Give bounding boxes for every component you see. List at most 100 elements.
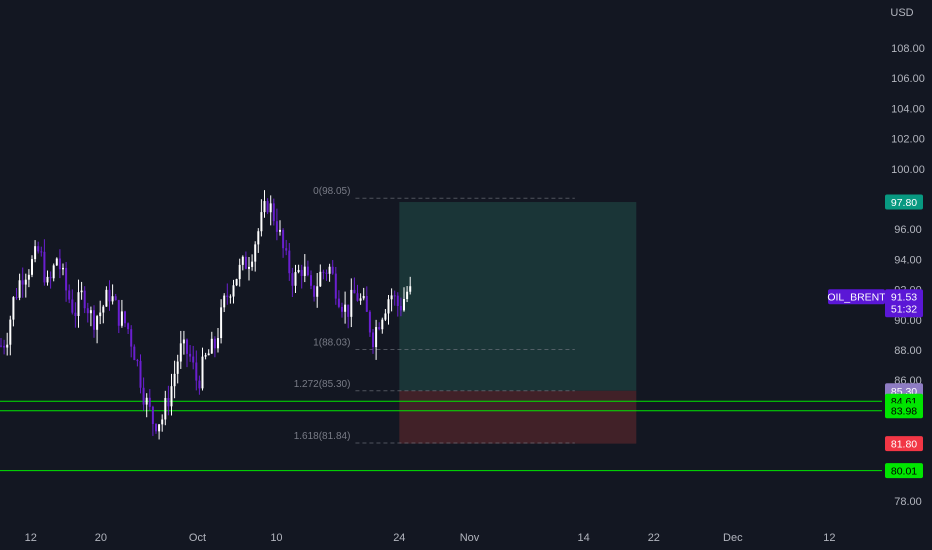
candle [406,286,409,303]
candle-body [260,212,263,232]
candle-body [368,311,371,333]
x-tick-label: 14 [577,532,589,544]
candle-body [68,290,71,300]
candle-body [409,286,412,292]
candle-body [89,310,92,314]
price-tag-bg [885,194,923,210]
x-tick-label: 12 [25,532,37,544]
fib-level-label: 1.618(81.84) [294,431,351,442]
candle-body [130,329,133,347]
candle [9,315,12,356]
candle-body [167,398,170,407]
candle [291,267,294,297]
candle-body [12,297,15,320]
x-tick-label: 12 [823,532,835,544]
candle-body [34,246,37,260]
candle [341,302,343,318]
candle-body [213,338,216,349]
candle [396,292,399,317]
candle [375,319,378,360]
candle-body [223,295,226,308]
candle-body [43,251,46,283]
candle [269,195,272,226]
candle-body [297,269,300,273]
x-tick-label: Oct [189,532,206,544]
candle [3,339,6,355]
candle [328,263,331,282]
candle [244,251,247,270]
last-price-label: 91.53 [891,292,917,304]
candle-body [158,424,161,432]
candle [68,284,71,304]
x-tick-label: 22 [648,532,660,544]
candle-body [155,423,157,432]
candle-body [195,362,198,381]
candle [176,354,179,384]
x-tick-label: 20 [95,532,107,544]
candle-body [257,231,260,245]
candle-body [356,293,359,301]
price-tag: 83.98 [885,403,923,419]
candle-body [263,201,266,213]
candle [15,288,18,300]
candle-body [350,289,353,317]
y-tick-label: 78.00 [894,496,922,508]
y-tick-label: 102.00 [891,134,925,146]
candle-body [359,298,362,301]
candle-body [390,295,393,300]
candle [158,423,161,440]
candle [310,270,312,290]
candle [62,263,64,276]
candle [182,330,185,355]
candle-body [266,201,269,213]
candle-body [207,353,210,356]
candle-body [0,345,2,347]
candle-body [186,339,188,354]
candle [93,305,95,338]
price-tag-label: 83.98 [891,406,917,418]
candle [74,302,77,328]
candle-body [272,203,275,222]
candle [161,414,164,432]
candle [46,270,49,286]
candle-body [3,345,6,348]
candle [313,285,316,302]
candle [220,299,223,344]
y-tick-label: 94.00 [894,254,922,266]
x-tick-label: 10 [270,532,282,544]
candle-body [170,386,173,407]
candle-body [192,356,195,363]
candle-body [189,353,192,357]
candle [409,276,412,295]
candle [331,260,334,275]
candle [148,389,151,411]
candle-body [77,292,80,317]
candle [55,257,58,266]
candle [248,257,250,281]
candle [86,302,89,323]
candle [34,240,37,263]
candle [251,254,254,271]
candle [31,255,33,278]
x-tick-label: Dec [723,532,743,544]
candle-body [306,266,309,276]
candle-body [176,361,179,374]
candle [195,350,198,391]
candle-body [319,271,322,287]
candle-body [384,313,387,320]
candle [372,328,374,354]
candle [294,264,297,293]
candle-body [300,269,303,276]
candle [266,198,269,215]
candle [337,290,340,309]
candle-body [127,323,130,330]
position-profit-zone [399,202,637,391]
candle-body [62,267,64,270]
candle [306,260,309,277]
candle-body [291,273,294,286]
candle-body [269,203,272,213]
candle-body [164,398,167,420]
candle [127,322,130,335]
